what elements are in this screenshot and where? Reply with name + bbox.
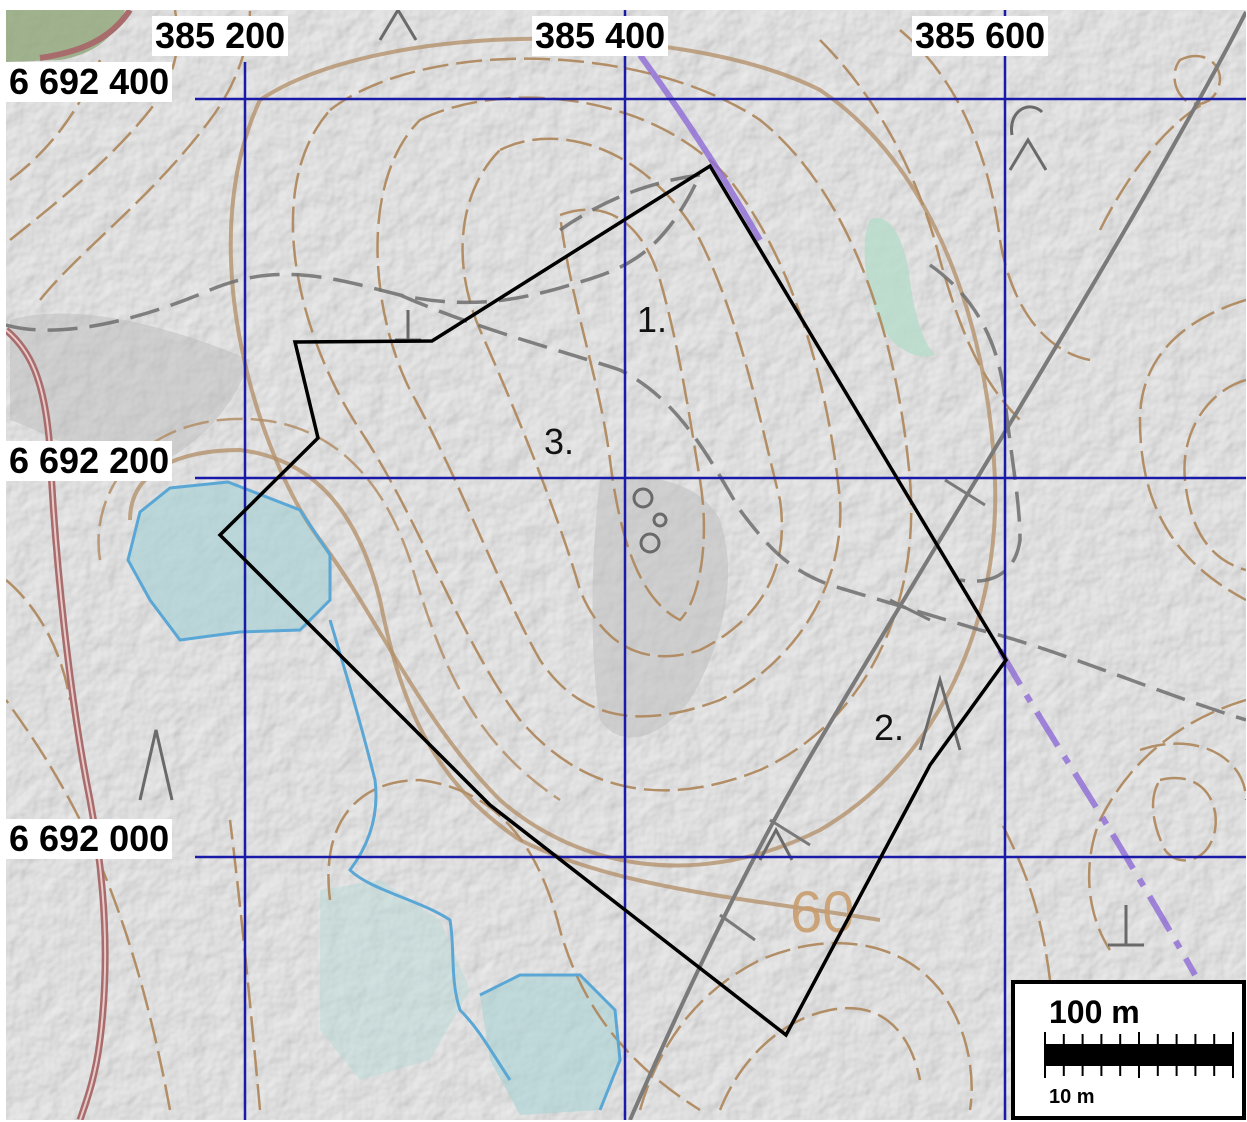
easting-label: 385 400 bbox=[532, 16, 669, 56]
northing-label: 6 692 200 bbox=[6, 441, 173, 481]
area-label-2: 2. bbox=[874, 707, 905, 748]
northing-label: 6 692 400 bbox=[6, 62, 173, 102]
topographic-map: 60 bbox=[6, 10, 1246, 1120]
scale-bar-sublabel: 10 m bbox=[1049, 1086, 1095, 1108]
easting-label: 385 200 bbox=[152, 16, 289, 56]
municipal-border bbox=[637, 53, 1198, 977]
terrain-symbols bbox=[138, 10, 1144, 947]
study-area-boundary[interactable] bbox=[217, 163, 1009, 1038]
map-edge-patch bbox=[6, 10, 125, 62]
area-label-1: 1. bbox=[637, 299, 668, 340]
coordinate-grid bbox=[195, 10, 1246, 1120]
area-label-3: 3. bbox=[544, 421, 575, 462]
road-top-left bbox=[39, 10, 133, 61]
northing-label: 6 692 000 bbox=[6, 819, 173, 859]
contour-lines bbox=[6, 10, 1246, 1112]
map-view[interactable]: 60 385 200 385 400 385 600 6 692 400 6 6… bbox=[6, 10, 1246, 1120]
power-line bbox=[628, 11, 1246, 1120]
scale-bar-label: 100 m bbox=[1049, 994, 1140, 1030]
scale-bar-graphic bbox=[1044, 1032, 1234, 1078]
hill-shadow bbox=[10, 313, 250, 470]
scale-bar: 100 m 10 m bbox=[1011, 980, 1246, 1120]
contour-value-label: 60 bbox=[790, 880, 855, 945]
easting-label: 385 600 bbox=[912, 16, 1049, 56]
streams bbox=[126, 480, 622, 1111]
